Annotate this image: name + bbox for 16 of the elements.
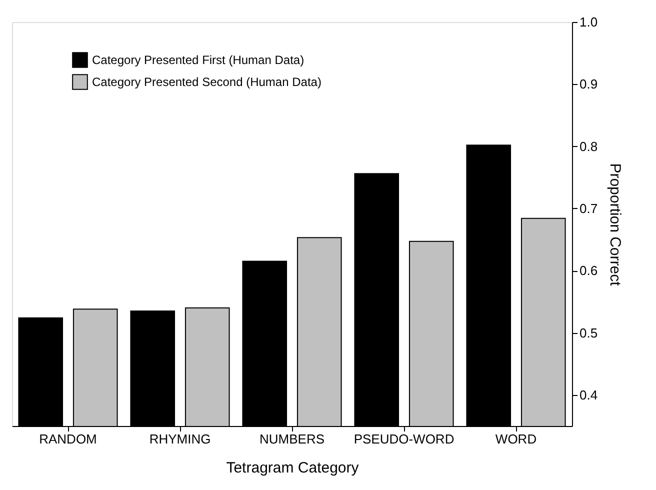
y-tick-label: 0.8: [580, 138, 598, 154]
y-tick-label: 0.5: [580, 325, 598, 340]
x-axis-title: Tetragram Category: [226, 460, 360, 476]
x-tick-label: WORD: [495, 432, 537, 446]
y-tick-label: 0.6: [580, 263, 598, 278]
y-tick-label: 1.0: [580, 14, 598, 30]
legend-label: Category Presented Second (Human Data): [92, 75, 322, 89]
x-tick-label: RANDOM: [39, 432, 97, 446]
y-tick-label: 0.9: [580, 76, 598, 92]
y-tick-label: 0.7: [580, 200, 598, 216]
y-axis-title: Proportion Correct: [606, 163, 624, 287]
x-tick-label: RHYMING: [149, 432, 211, 446]
legend-label: Category Presented First (Human Data): [92, 53, 304, 67]
x-tick-label: PSEUDO-WORD: [354, 432, 454, 446]
x-tick-label: NUMBERS: [259, 432, 325, 446]
y-tick-label: 0.4: [580, 387, 598, 402]
